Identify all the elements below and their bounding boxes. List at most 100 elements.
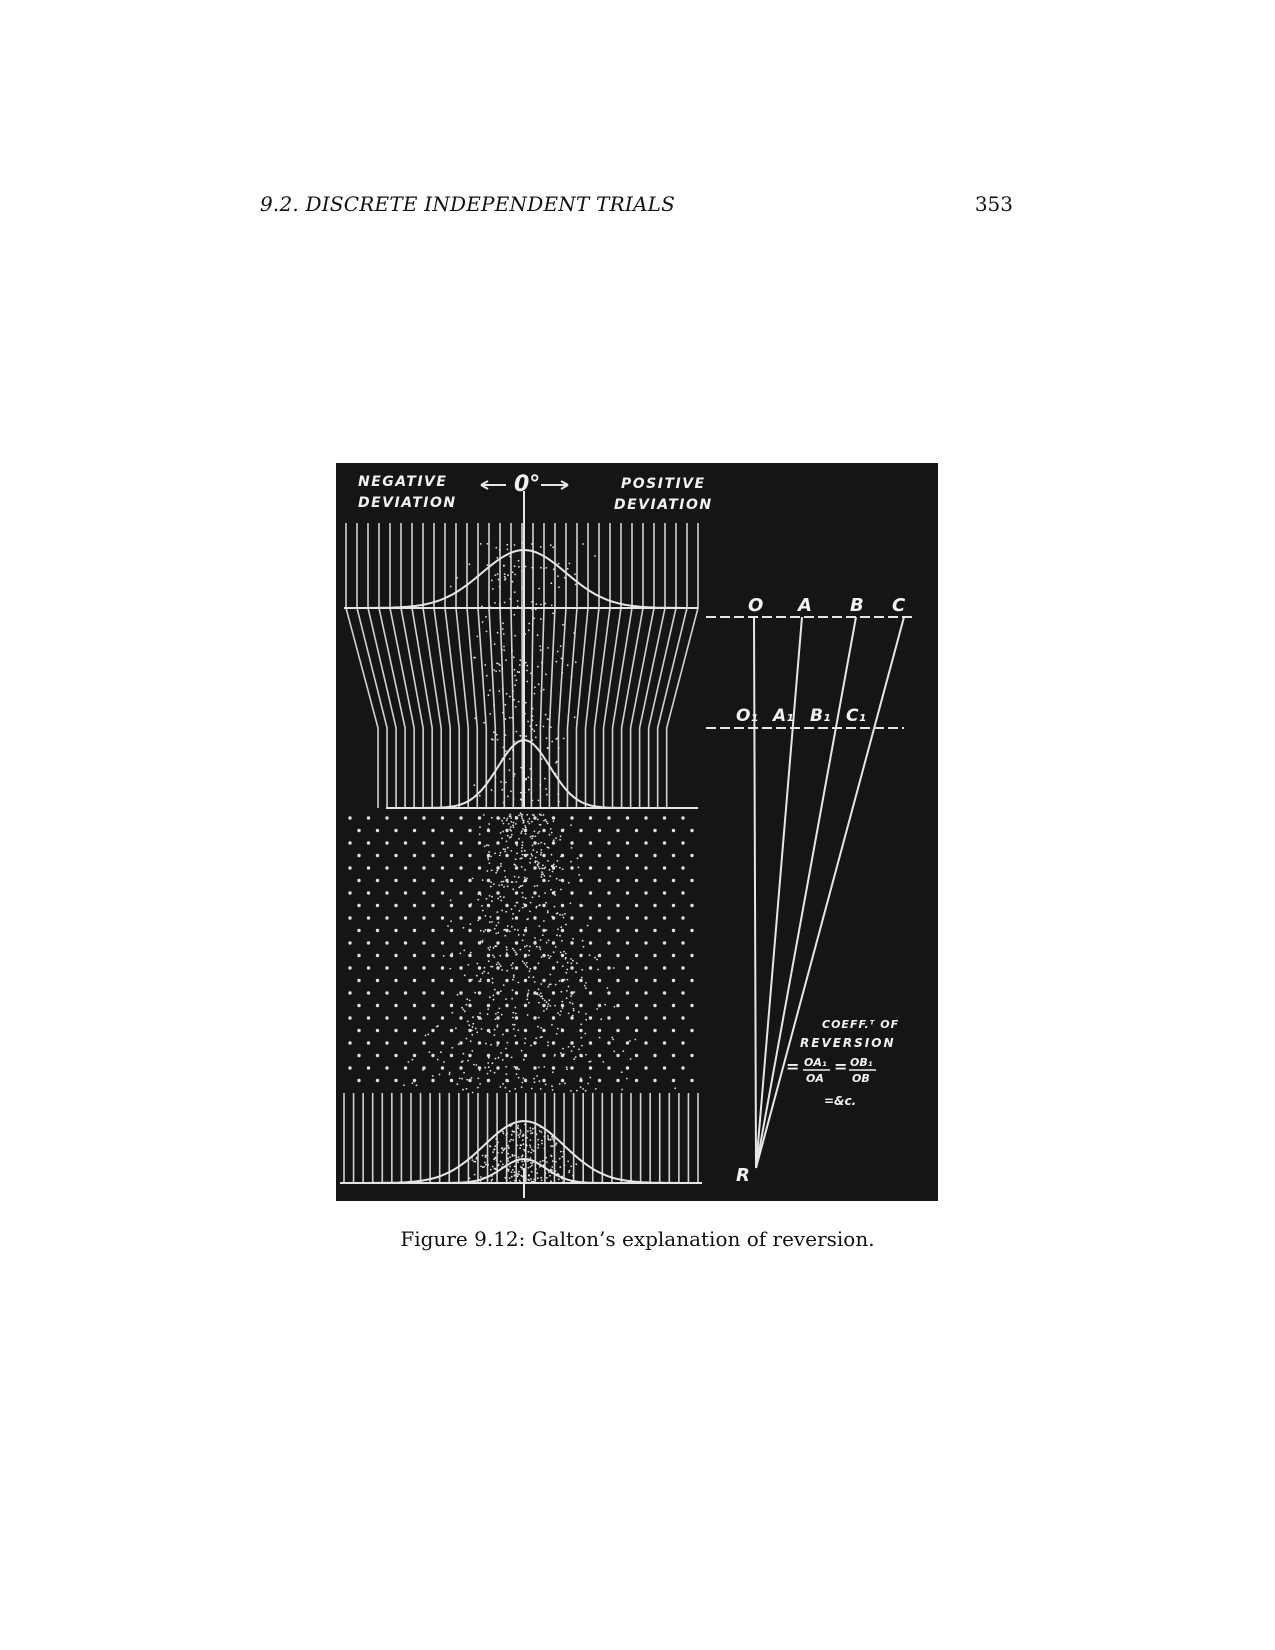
scatter-dot [537,665,539,668]
shot-dot [577,1011,580,1013]
shot-dot [525,926,527,929]
quincunx-pin [671,828,676,833]
bottom-shot-dot [560,1150,562,1153]
reversion-ray [755,616,905,1169]
deviation-line [575,523,589,808]
shot-dot [468,1024,471,1027]
shot-dot [541,1036,543,1038]
quincunx-pin [496,991,500,995]
scatter-dot [520,766,523,769]
quincunx-pin [533,1016,537,1020]
bottom-shot-dot [521,1160,523,1163]
shot-dot [587,1082,590,1085]
shot-dot [581,904,584,907]
scatter-dot [486,564,489,566]
deviation-line [345,523,379,808]
quincunx-pin [486,853,491,858]
scatter-dot [512,607,514,610]
bottom-shot-dot [492,1151,494,1153]
shot-dot [543,842,546,845]
shot-dot [450,920,452,922]
shot-dot [535,905,538,908]
scatter-dot [514,706,517,708]
page-number: 353 [974,192,1013,216]
bottom-shot-dot [551,1166,554,1168]
scatter-dot [518,664,521,666]
quincunx-pin [653,953,657,958]
scatter-dot [513,775,515,777]
shot-dot [547,939,550,942]
shot-dot [495,871,498,874]
quincunx-pin [625,841,630,845]
deviation-line [647,523,677,808]
quincunx-pin [468,978,472,983]
scatter-dot [511,749,514,752]
shot-dot [512,978,514,981]
quincunx-pin [385,816,389,820]
quincunx-pin [560,1078,565,1083]
shot-dot [563,950,565,953]
scatter-dot [533,744,536,747]
shot-dot [559,835,562,838]
bottom-shot-dot [532,1149,535,1152]
shot-dot [514,1006,517,1009]
shot-dot [594,956,596,959]
shot-dot [559,914,561,916]
quincunx-pin [496,1016,500,1020]
quincunx-pin [366,966,371,970]
shot-dot [487,947,490,949]
quincunx-pin [394,953,398,958]
quincunx-pin [366,1016,371,1020]
scatter-dot [549,544,552,547]
quincunx-pin [496,1041,500,1045]
scatter-dot [521,772,524,774]
fraction-2-numerator: OB₁ [850,1056,873,1069]
shot-dot [422,967,425,969]
bottom-shot-dot [527,1150,530,1153]
bottom-shot-dot [529,1165,532,1168]
shot-dot [589,1060,592,1063]
shot-dot [525,961,528,964]
scatter-dot [550,726,552,729]
shot-dot [524,897,527,900]
bottom-shot-dot [543,1135,546,1138]
scatter-dot [476,635,479,638]
shot-dot [571,1043,574,1045]
quincunx-pin [468,1078,472,1083]
shot-dot [494,1057,497,1060]
shot-dot [493,1028,496,1031]
shot-dot [487,960,490,963]
bottom-shot-dot [556,1172,559,1175]
quincunx-pin [607,941,611,945]
quincunx-pin [505,1028,509,1033]
quincunx-pin [690,1053,694,1058]
bottom-shot-dot [480,1176,482,1178]
deviation-line [444,523,461,808]
shot-dot [512,976,515,978]
shot-dot [461,1077,463,1080]
scatter-dot [573,632,576,635]
shot-dot [501,819,504,822]
shot-dot [504,876,507,878]
quincunx-pin [662,1016,667,1020]
bottom-shot-dot [509,1156,511,1159]
shot-dot [507,1080,510,1083]
shot-dot [499,990,502,993]
quincunx-pin [625,816,630,820]
shot-dot [479,978,482,980]
shot-dot [544,866,547,869]
scatter-dot [473,784,476,787]
shot-dot [561,1000,564,1003]
bottom-shot-dot [471,1156,473,1159]
shot-dot [526,877,528,880]
shot-dot [540,956,543,958]
shot-dot [582,1088,584,1090]
quincunx-pin [681,841,685,845]
shot-dot [465,1087,468,1090]
bottom-shot-dot [524,1123,526,1126]
shot-dot [469,905,471,908]
scatter-dot [481,621,484,623]
shot-dot [602,1061,605,1063]
shot-dot [489,946,492,948]
quincunx-pin [496,1066,500,1070]
